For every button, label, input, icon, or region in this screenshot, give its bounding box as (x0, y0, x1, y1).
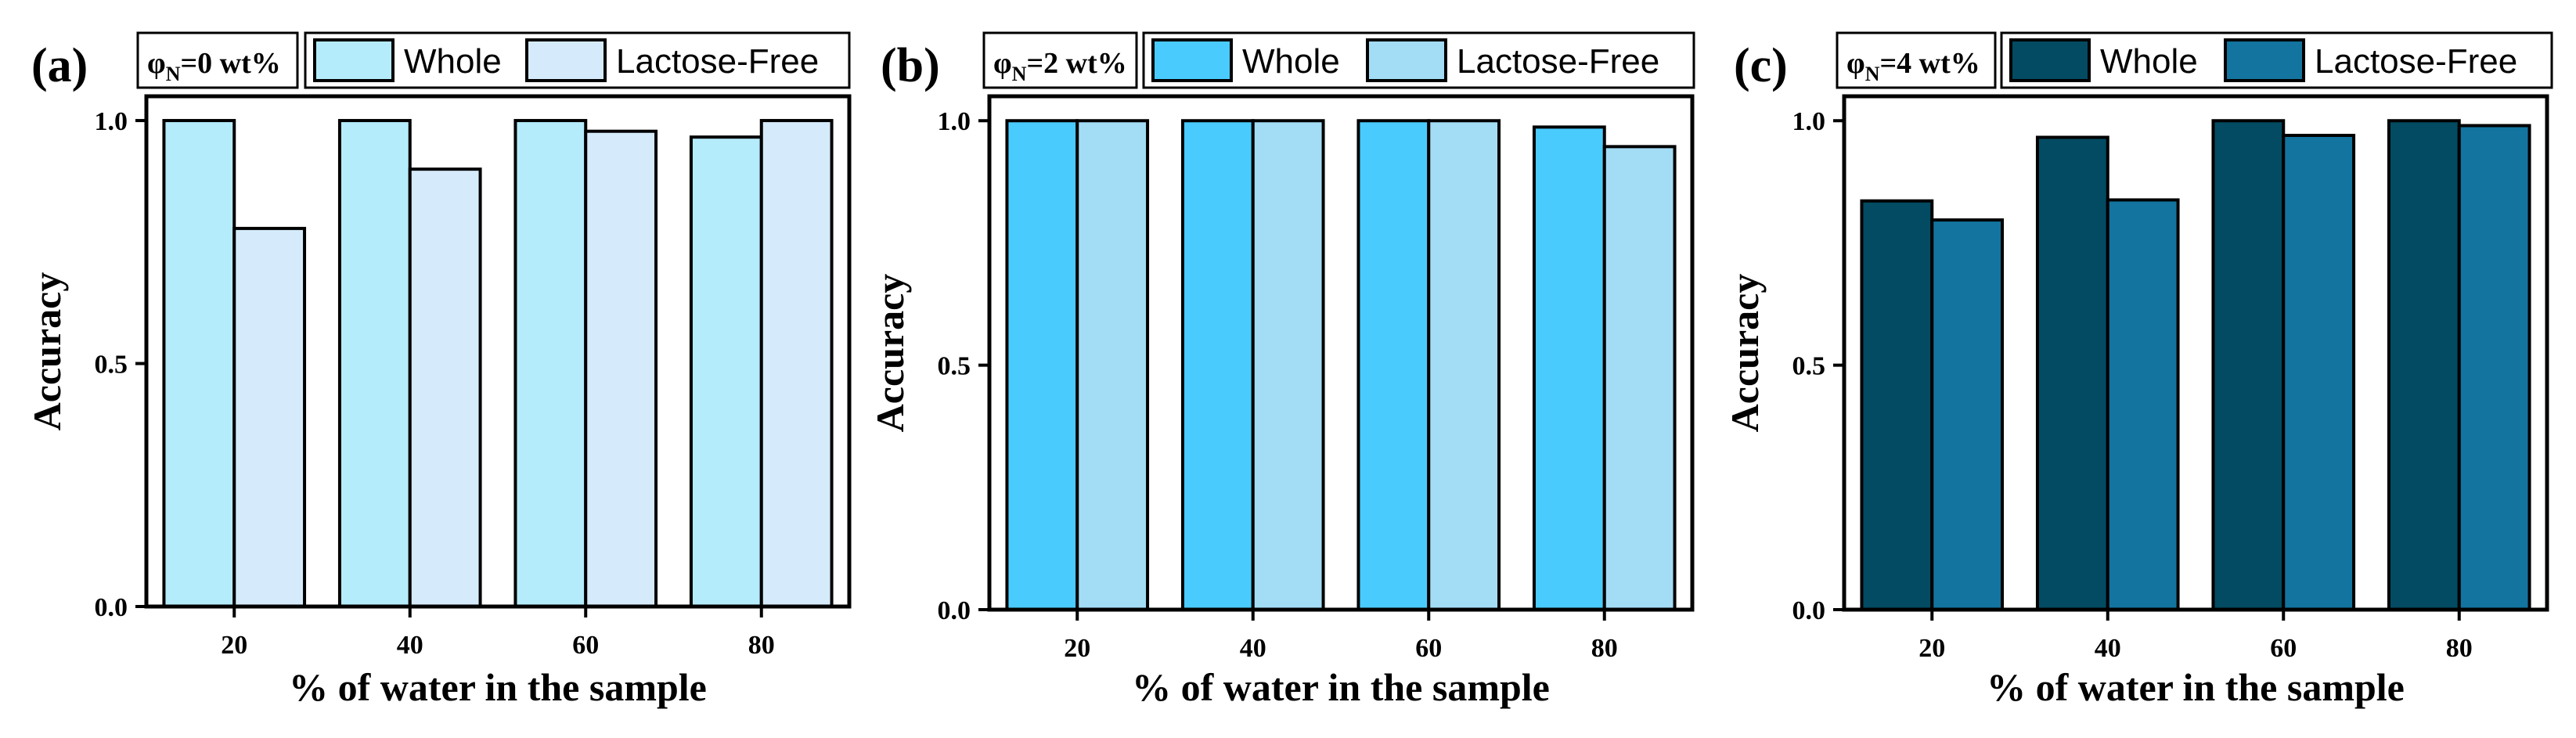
panel-label: (a) (31, 39, 88, 92)
legend-swatch-whole (313, 38, 395, 82)
x-axis-title: % of water in the sample (289, 665, 707, 709)
legend-swatch-whole (2009, 38, 2091, 82)
phi-subscript: N (1865, 63, 1880, 85)
bar-lactose-free-60 (1427, 119, 1501, 611)
bar-whole-40 (1180, 119, 1255, 611)
bar-whole-60 (1356, 119, 1431, 611)
x-tick-label: 80 (1591, 634, 1618, 663)
x-tick-label: 20 (1064, 634, 1090, 663)
phi-symbol: φ (993, 47, 1012, 80)
y-tick-label: 0.0 (938, 596, 971, 625)
y-tick-label: 1.0 (95, 107, 128, 136)
annotation-box (1836, 31, 1997, 89)
bar-lactose-free-80 (1602, 145, 1677, 612)
bar-lactose-free-20 (232, 226, 307, 608)
phi-subscript: N (166, 63, 181, 85)
legend-swatch-lactose-free (1366, 38, 1447, 82)
legend-label-whole: Whole (1242, 42, 1340, 81)
annotation-value: =4 wt% (1880, 47, 1980, 80)
y-tick-label: 1.0 (938, 107, 971, 136)
bar-whole-40 (337, 119, 412, 609)
panel-label: (c) (1734, 39, 1788, 92)
y-tick-label: 0.5 (95, 351, 128, 380)
bar-whole-80 (1532, 125, 1606, 612)
bar-whole-60 (513, 119, 588, 609)
phi-symbol: φ (1846, 47, 1865, 80)
plot-frame (1842, 94, 2549, 612)
bar-whole-20 (162, 119, 236, 609)
x-tick-label: 60 (2270, 634, 2297, 663)
plot-frame (144, 94, 852, 609)
annotation-box (982, 31, 1138, 89)
chart-panel-2: 20 40 60 80 0.0 0.5 1.0 % of water in the sampl… (868, 31, 1695, 709)
bar-whole-60 (2211, 119, 2286, 611)
x-tick-label: 40 (1240, 634, 1266, 663)
bar-lactose-free-40 (1251, 119, 1325, 611)
bar-lactose-free-40 (2106, 198, 2180, 611)
y-axis-title: Accuracy (868, 274, 912, 433)
y-axis-title: Accuracy (1723, 274, 1767, 433)
bar-whole-80 (2387, 119, 2461, 611)
y-axis-title: Accuracy (25, 272, 69, 431)
phi-symbol: φ (147, 47, 166, 80)
x-tick-label: 60 (572, 631, 599, 660)
bar-lactose-free-60 (584, 129, 658, 609)
bar-lactose-free-60 (2282, 133, 2356, 611)
x-axis-title: % of water in the sample (1987, 665, 2405, 709)
y-tick-label: 0.0 (95, 593, 128, 622)
legend-swatch-lactose-free (2224, 38, 2305, 82)
x-tick-label: 20 (1918, 634, 1945, 663)
y-tick-label: 0.5 (1792, 352, 1826, 381)
annotation-value: =0 wt% (181, 47, 281, 80)
y-tick-label: 1.0 (1792, 107, 1826, 136)
annotation-text: φN=0 wt% (147, 47, 281, 85)
annotation-value: =2 wt% (1027, 47, 1127, 80)
x-tick-label: 40 (2095, 634, 2121, 663)
bar-lactose-free-20 (1075, 119, 1150, 611)
x-tick-label: 80 (748, 631, 775, 660)
legend-label-lactose-free: Lactose-Free (1457, 42, 1659, 81)
legend-label-lactose-free: Lactose-Free (2315, 42, 2517, 81)
chart-panel-1: 20 40 60 80 0.0 0.5 1.0 % of water in the sampl… (25, 31, 852, 709)
bar-lactose-free-20 (1930, 218, 2005, 611)
x-tick-label: 80 (2446, 634, 2473, 663)
plot-frame (987, 94, 1695, 612)
annotation-text: φN=2 wt% (993, 47, 1127, 85)
legend-label-whole: Whole (404, 42, 502, 81)
x-axis-title: % of water in the sample (1132, 665, 1550, 709)
annotation-text: φN=4 wt% (1846, 47, 1980, 85)
panel-label: (b) (881, 39, 940, 92)
phi-subscript: N (1012, 63, 1027, 85)
annotation-box (136, 31, 299, 89)
bar-lactose-free-40 (408, 167, 482, 608)
chart-panel-3: 20 40 60 80 0.0 0.5 1.0 % of water in the sampl… (1723, 31, 2553, 709)
legend-label-lactose-free: Lactose-Free (616, 42, 819, 81)
y-tick-label: 0.0 (1792, 596, 1826, 625)
bar-whole-20 (1005, 119, 1079, 611)
bar-lactose-free-80 (759, 119, 834, 609)
legend-swatch-lactose-free (525, 38, 607, 82)
y-tick-label: 0.5 (938, 352, 971, 381)
legend-label-whole: Whole (2100, 42, 2198, 81)
x-tick-label: 40 (397, 631, 423, 660)
bar-whole-20 (1860, 199, 1934, 611)
x-tick-label: 60 (1415, 634, 1442, 663)
bar-lactose-free-80 (2457, 124, 2531, 611)
legend-swatch-whole (1151, 38, 1233, 82)
bar-whole-80 (689, 135, 763, 609)
bar-whole-40 (2035, 135, 2109, 612)
x-tick-label: 20 (221, 631, 247, 660)
